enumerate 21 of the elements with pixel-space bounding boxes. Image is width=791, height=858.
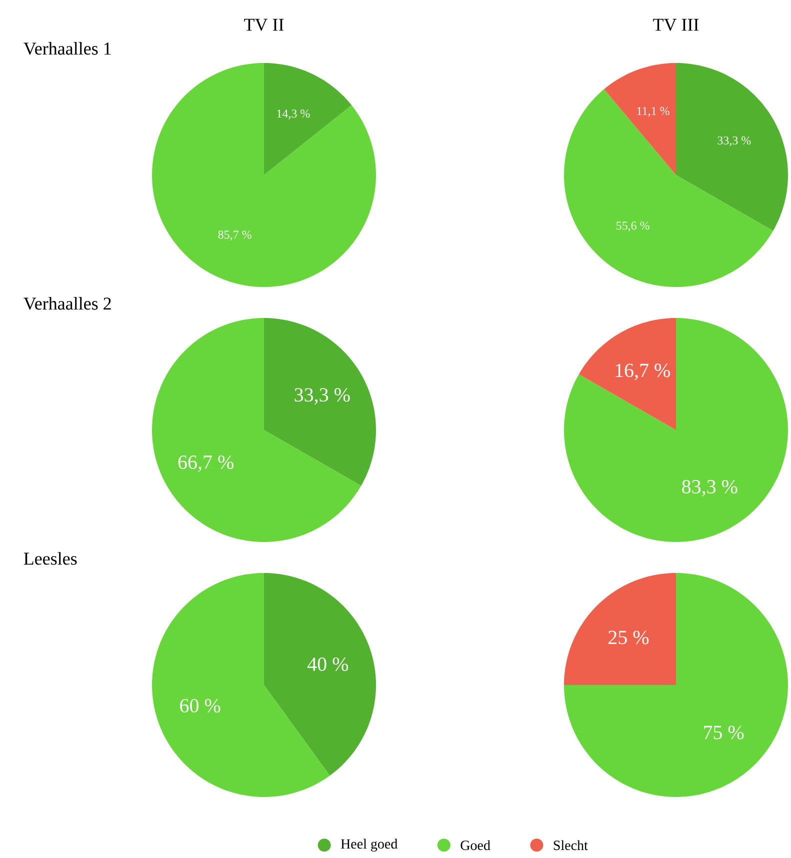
data-label: 75 % (704, 726, 744, 740)
legend-label: Heel goed (340, 838, 398, 852)
data-label: 60 % (180, 698, 220, 713)
data-label: 11,1 % (637, 106, 670, 117)
legend-label: Goed (460, 840, 490, 850)
data-label: 40 % (307, 657, 348, 672)
data-label: 25 % (608, 630, 649, 644)
chart-subtitle: Verhaalles 2 (24, 297, 111, 310)
data-label: 33,3 % (294, 388, 350, 405)
chart-subtitle: Verhaalles 1 (24, 42, 111, 55)
data-label: 83,3 % (682, 480, 738, 496)
data-label: 14,3 % (277, 110, 310, 120)
chart-subtitle: Leesles (24, 552, 77, 565)
data-label: 66,7 % (178, 455, 234, 472)
data-label: 33,3 % (718, 136, 751, 146)
data-label: 16,7 % (616, 364, 670, 380)
chart-title: TV II (244, 18, 284, 31)
data-label: 55,6 % (616, 222, 650, 232)
chart-title: TV III (653, 18, 699, 31)
data-label: 85,7 % (218, 230, 252, 240)
legend-label: Slecht (554, 840, 588, 850)
